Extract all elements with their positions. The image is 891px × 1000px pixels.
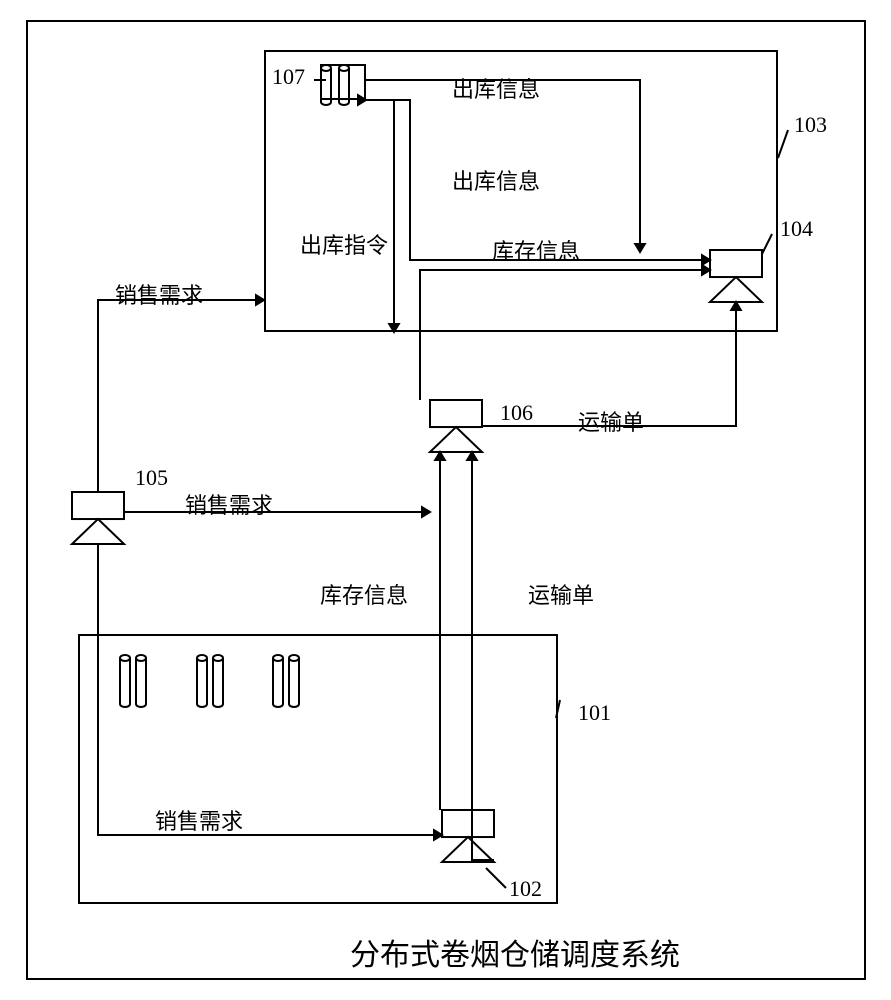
box101 (78, 634, 558, 904)
box107 (320, 64, 366, 100)
l_105: 105 (135, 465, 168, 491)
diagram-title: 分布式卷烟仓储调度系统 (350, 930, 680, 974)
diagram-canvas: 107103104105106101102出库信息出库信息出库指令库存信息销售需… (0, 0, 891, 1000)
l_103: 103 (794, 112, 827, 138)
l_out_cmd: 出库指令 (300, 228, 388, 260)
l_106: 106 (500, 400, 533, 426)
l_104: 104 (780, 216, 813, 242)
l_107: 107 (272, 64, 305, 90)
l_sale2: 销售需求 (185, 488, 273, 520)
l_out_info2: 出库信息 (452, 164, 540, 196)
l_sale3: 销售需求 (155, 804, 243, 836)
l_102: 102 (509, 876, 542, 902)
l_101: 101 (578, 700, 611, 726)
l_trans2: 运输单 (528, 578, 594, 610)
l_out_info1: 出库信息 (452, 72, 540, 104)
l_inv1: 库存信息 (492, 234, 580, 266)
l_sale1: 销售需求 (115, 278, 203, 310)
l_inv2: 库存信息 (320, 578, 408, 610)
l_trans1: 运输单 (578, 405, 644, 437)
